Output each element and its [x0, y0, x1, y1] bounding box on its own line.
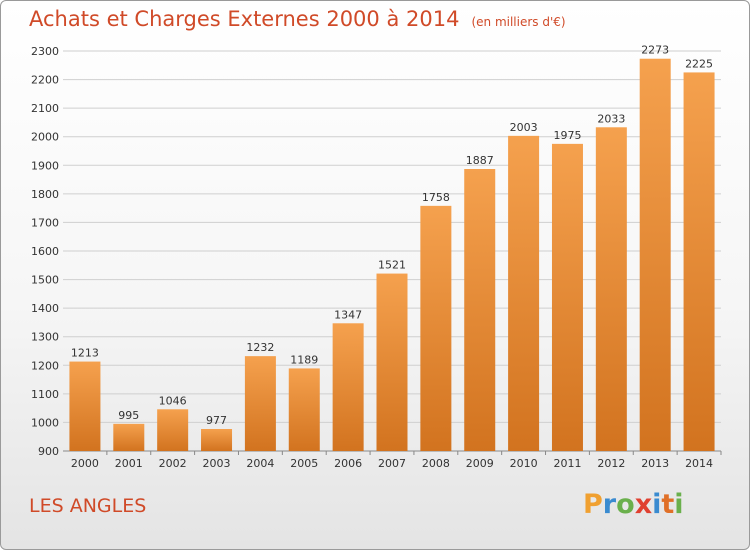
x-tick-label: 2005 — [290, 457, 318, 470]
x-axis: 2000 2001 2002 2003 2004 2005 2006 2007 2008 2009… — [71, 451, 722, 470]
bar-2005 — [288, 368, 320, 451]
y-tick-label: 1400 — [31, 302, 59, 315]
bar-2003 — [201, 429, 233, 451]
y-tick-label: 1900 — [31, 159, 59, 172]
y-tick-label: 1600 — [31, 245, 59, 258]
bar-2001 — [113, 423, 145, 451]
data-label: 1046 — [159, 394, 187, 407]
x-tick-label: 2007 — [378, 457, 406, 470]
bar-2008 — [420, 205, 452, 451]
y-tick-label: 2300 — [31, 45, 59, 58]
x-tick-label: 2013 — [641, 457, 669, 470]
data-label: 1347 — [334, 308, 362, 321]
bar-series: 1213 995 1046 977 1232 1189 1347 1521 1758 1887 20… — [69, 44, 715, 452]
data-label: 1975 — [553, 129, 581, 142]
data-label: 1213 — [71, 347, 99, 360]
logo-letter: r — [602, 489, 617, 520]
data-label: 1189 — [290, 353, 318, 366]
bar-2010 — [508, 135, 540, 451]
logo-letter: x — [634, 489, 653, 520]
x-tick-label: 2006 — [334, 457, 362, 470]
data-label: 2033 — [597, 112, 625, 125]
x-tick-label: 2001 — [115, 457, 143, 470]
bar-2009 — [464, 169, 496, 451]
x-tick-label: 2008 — [422, 457, 450, 470]
chart-title-text: Achats et Charges Externes 2000 à 2014 — [29, 7, 460, 31]
logo-letter: P — [583, 489, 603, 520]
y-tick-label: 1800 — [31, 188, 59, 201]
data-label: 1232 — [246, 341, 274, 354]
data-label: 977 — [206, 414, 227, 427]
bar-2014 — [683, 72, 715, 451]
bar-2011 — [551, 143, 583, 451]
y-tick-label: 1500 — [31, 274, 59, 287]
location-label: LES ANGLES — [29, 495, 147, 517]
y-tick-label: 2100 — [31, 102, 59, 115]
bar-2004 — [244, 356, 276, 451]
logo-letter: i — [652, 489, 662, 520]
bar-2013 — [639, 58, 671, 451]
y-tick-label: 1100 — [31, 388, 59, 401]
y-tick-label: 1700 — [31, 216, 59, 229]
bar-2002 — [157, 409, 189, 451]
data-label: 1521 — [378, 259, 406, 272]
bar-2007 — [376, 273, 408, 451]
x-tick-label: 2003 — [203, 457, 231, 470]
x-tick-label: 2004 — [246, 457, 274, 470]
proxiti-logo: Proxiti — [583, 489, 684, 520]
x-tick-label: 2012 — [597, 457, 625, 470]
logo-letter: i — [674, 489, 684, 520]
data-label: 2003 — [510, 121, 538, 134]
y-tick-label: 900 — [38, 445, 59, 458]
y-tick-label: 1300 — [31, 331, 59, 344]
bar-2006 — [332, 323, 364, 451]
x-tick-label: 2009 — [466, 457, 494, 470]
data-label: 2225 — [685, 57, 713, 70]
bar-2000 — [69, 361, 101, 451]
y-tick-label: 1000 — [31, 416, 59, 429]
x-tick-label: 2011 — [553, 457, 581, 470]
bar-2012 — [595, 127, 627, 452]
y-tick-label: 2000 — [31, 131, 59, 144]
data-label: 1887 — [466, 154, 494, 167]
logo-letter: t — [661, 489, 675, 520]
y-tick-label: 1200 — [31, 359, 59, 372]
data-label: 2273 — [641, 44, 669, 57]
x-tick-label: 2010 — [510, 457, 538, 470]
chart-title: Achats et Charges Externes 2000 à 2014 (e… — [29, 7, 566, 31]
chart-subtitle: (en milliers d'€) — [471, 15, 566, 29]
data-label: 1758 — [422, 191, 450, 204]
data-label: 995 — [118, 409, 139, 422]
x-tick-label: 2002 — [159, 457, 187, 470]
x-tick-label: 2000 — [71, 457, 99, 470]
y-tick-label: 2200 — [31, 74, 59, 87]
logo-letter: o — [616, 489, 635, 520]
x-tick-label: 2014 — [685, 457, 713, 470]
